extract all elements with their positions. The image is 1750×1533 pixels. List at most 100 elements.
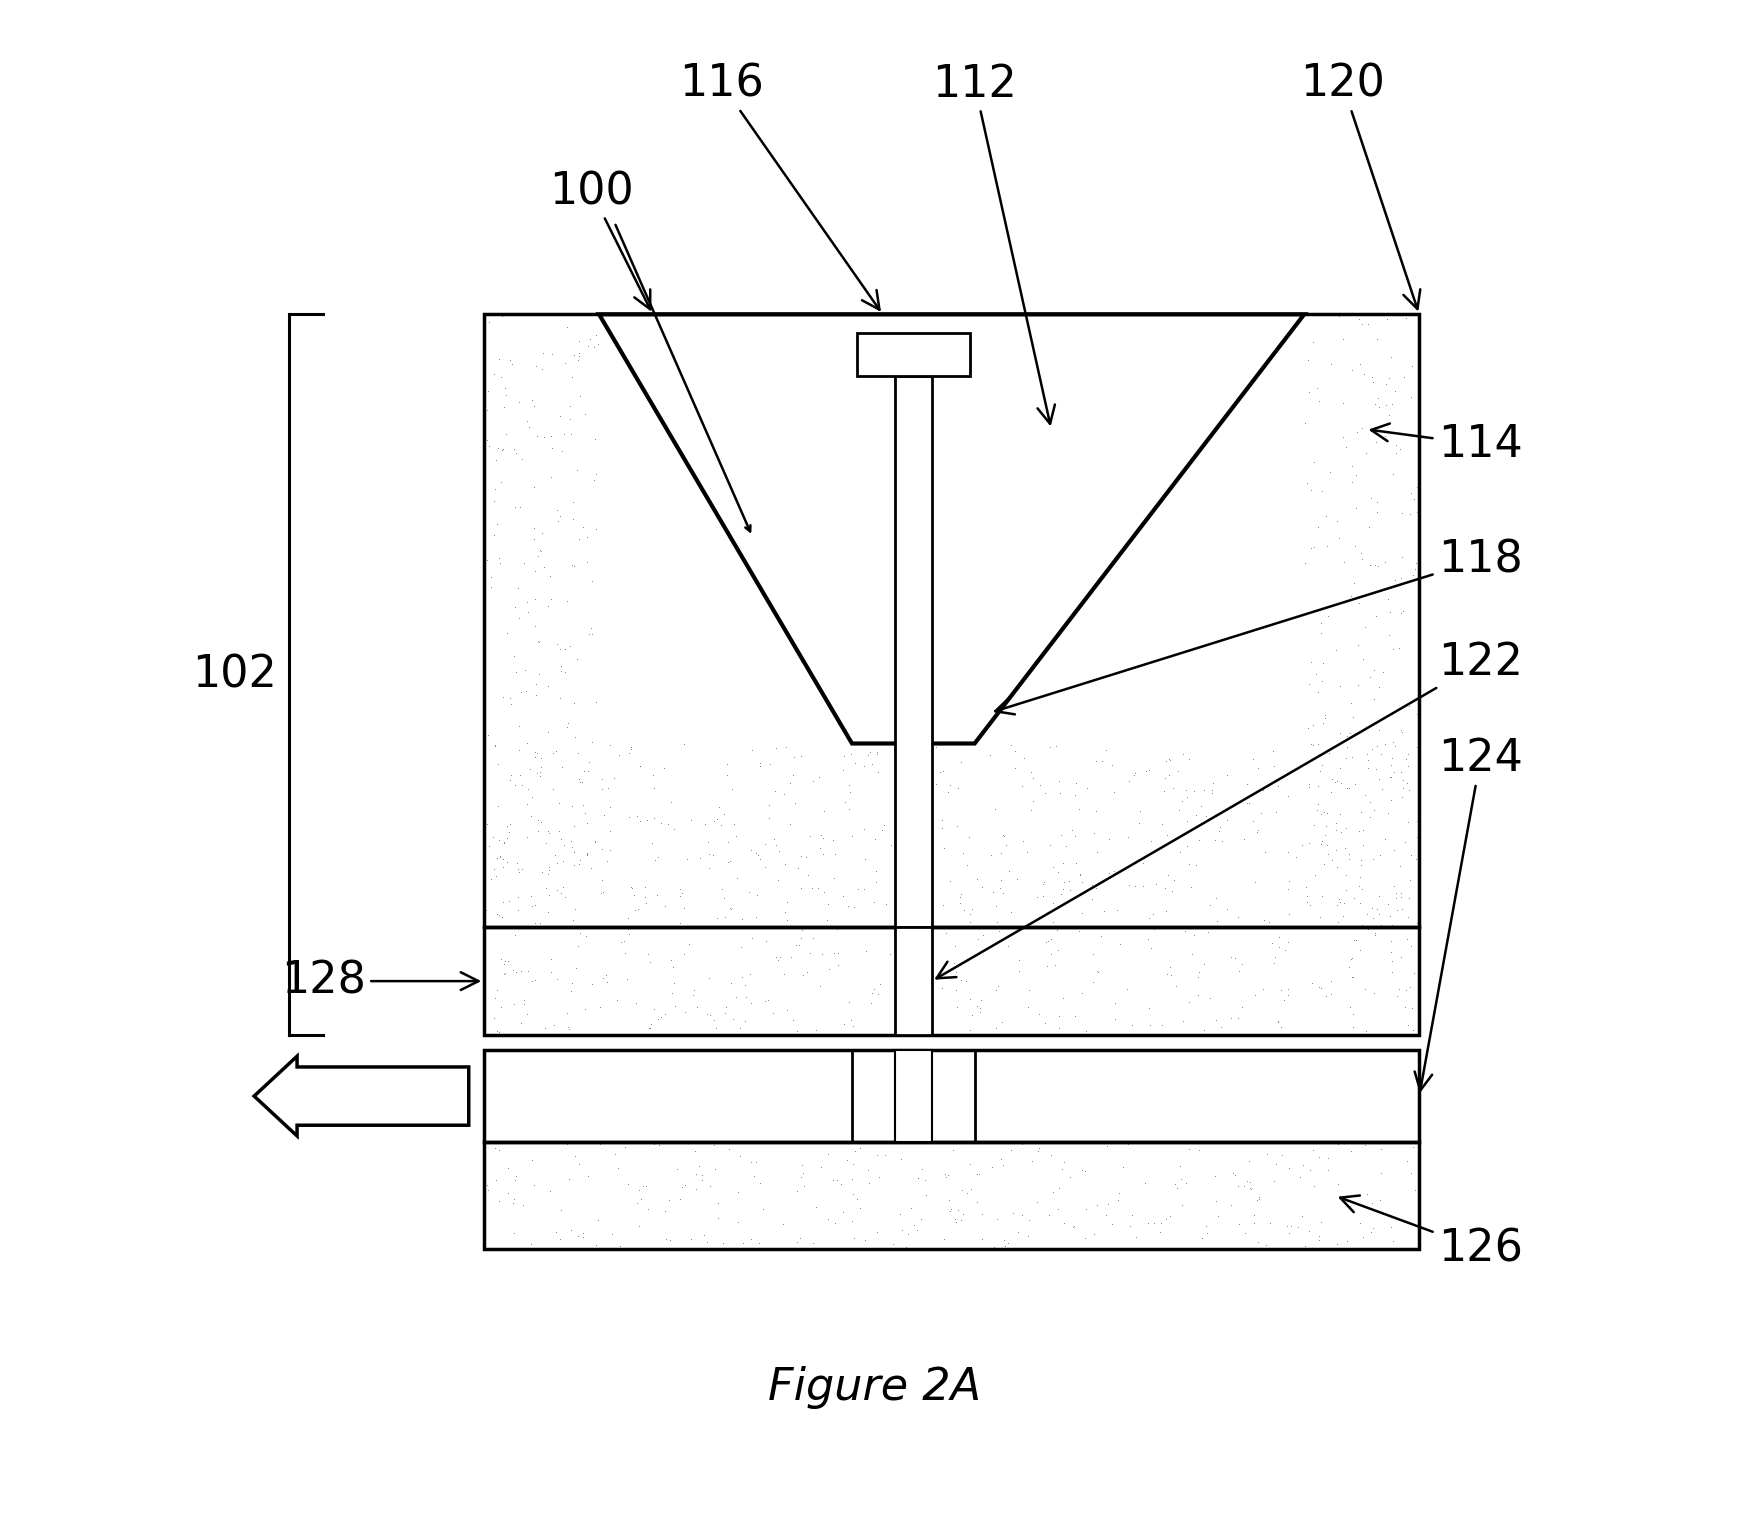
Point — [1167, 1167, 1195, 1191]
Point — [502, 440, 530, 464]
Point — [626, 809, 654, 834]
Point — [528, 357, 556, 382]
Point — [1326, 771, 1354, 796]
Point — [1386, 885, 1414, 909]
Point — [700, 1007, 728, 1032]
Point — [1004, 1220, 1032, 1245]
Point — [642, 883, 670, 908]
Point — [1386, 717, 1414, 742]
Point — [1312, 802, 1340, 826]
Point — [1348, 311, 1376, 336]
Point — [751, 989, 779, 1013]
Point — [1307, 975, 1335, 1000]
Point — [1339, 946, 1367, 970]
Point — [732, 1009, 760, 1033]
Point — [704, 1191, 731, 1216]
Point — [838, 1208, 866, 1233]
Point — [994, 1231, 1022, 1256]
Point — [861, 977, 889, 1001]
Point — [682, 1177, 710, 1202]
Point — [1071, 1225, 1099, 1249]
Point — [1096, 826, 1124, 851]
Point — [919, 964, 947, 989]
Point — [1297, 1157, 1325, 1182]
Point — [1192, 1214, 1220, 1239]
Point — [485, 794, 513, 819]
Point — [982, 978, 1010, 1003]
Point — [665, 883, 693, 908]
Point — [1381, 874, 1409, 898]
Point — [805, 765, 833, 789]
Point — [968, 874, 996, 898]
Point — [1008, 1237, 1036, 1262]
Point — [520, 394, 548, 419]
Point — [808, 826, 836, 851]
Point — [756, 751, 784, 776]
Point — [1066, 862, 1094, 886]
Point — [488, 846, 516, 871]
Point — [992, 832, 1020, 857]
Point — [481, 1168, 509, 1193]
Point — [670, 731, 698, 756]
Point — [537, 946, 565, 970]
Point — [500, 644, 528, 668]
Point — [863, 742, 891, 766]
Point — [779, 1007, 807, 1032]
Point — [882, 1013, 910, 1038]
Point — [758, 1001, 786, 1026]
Point — [1169, 789, 1197, 814]
Point — [1311, 852, 1339, 877]
Point — [1393, 1013, 1421, 1038]
Point — [1330, 425, 1358, 449]
Point — [698, 914, 726, 938]
Point — [1362, 757, 1390, 782]
Point — [1365, 717, 1393, 742]
Point — [1360, 981, 1388, 1006]
Point — [1194, 920, 1221, 944]
Point — [1365, 675, 1393, 699]
Point — [830, 744, 858, 768]
Point — [824, 940, 852, 964]
Point — [555, 1015, 583, 1039]
Point — [518, 894, 546, 918]
Point — [1045, 768, 1073, 793]
Point — [1199, 780, 1227, 805]
Point — [987, 868, 1015, 892]
Point — [1363, 553, 1391, 578]
Point — [887, 839, 915, 863]
Point — [492, 383, 520, 408]
Point — [1225, 904, 1253, 929]
Point — [504, 576, 532, 601]
Point — [887, 960, 915, 984]
Point — [488, 684, 516, 708]
Point — [1088, 748, 1116, 773]
Point — [1382, 898, 1410, 923]
Point — [1386, 854, 1414, 878]
Point — [933, 921, 961, 946]
Point — [1396, 842, 1424, 866]
Point — [1365, 394, 1393, 419]
Point — [1339, 705, 1367, 730]
Point — [481, 863, 509, 888]
Point — [536, 857, 564, 881]
Point — [1066, 918, 1094, 943]
Point — [704, 806, 731, 831]
Point — [640, 1131, 668, 1156]
Point — [542, 877, 570, 901]
Point — [625, 1213, 653, 1237]
Point — [707, 812, 735, 837]
Point — [1115, 1131, 1143, 1156]
Point — [1367, 742, 1395, 766]
Point — [542, 632, 570, 656]
Point — [1370, 425, 1398, 449]
Point — [1134, 927, 1162, 952]
Text: 102: 102 — [192, 653, 276, 696]
Point — [928, 808, 956, 832]
Point — [578, 730, 605, 754]
Point — [1003, 866, 1031, 891]
Point — [1337, 471, 1365, 495]
Point — [896, 817, 924, 842]
Point — [1300, 535, 1328, 560]
Point — [546, 504, 574, 529]
Point — [886, 944, 914, 969]
